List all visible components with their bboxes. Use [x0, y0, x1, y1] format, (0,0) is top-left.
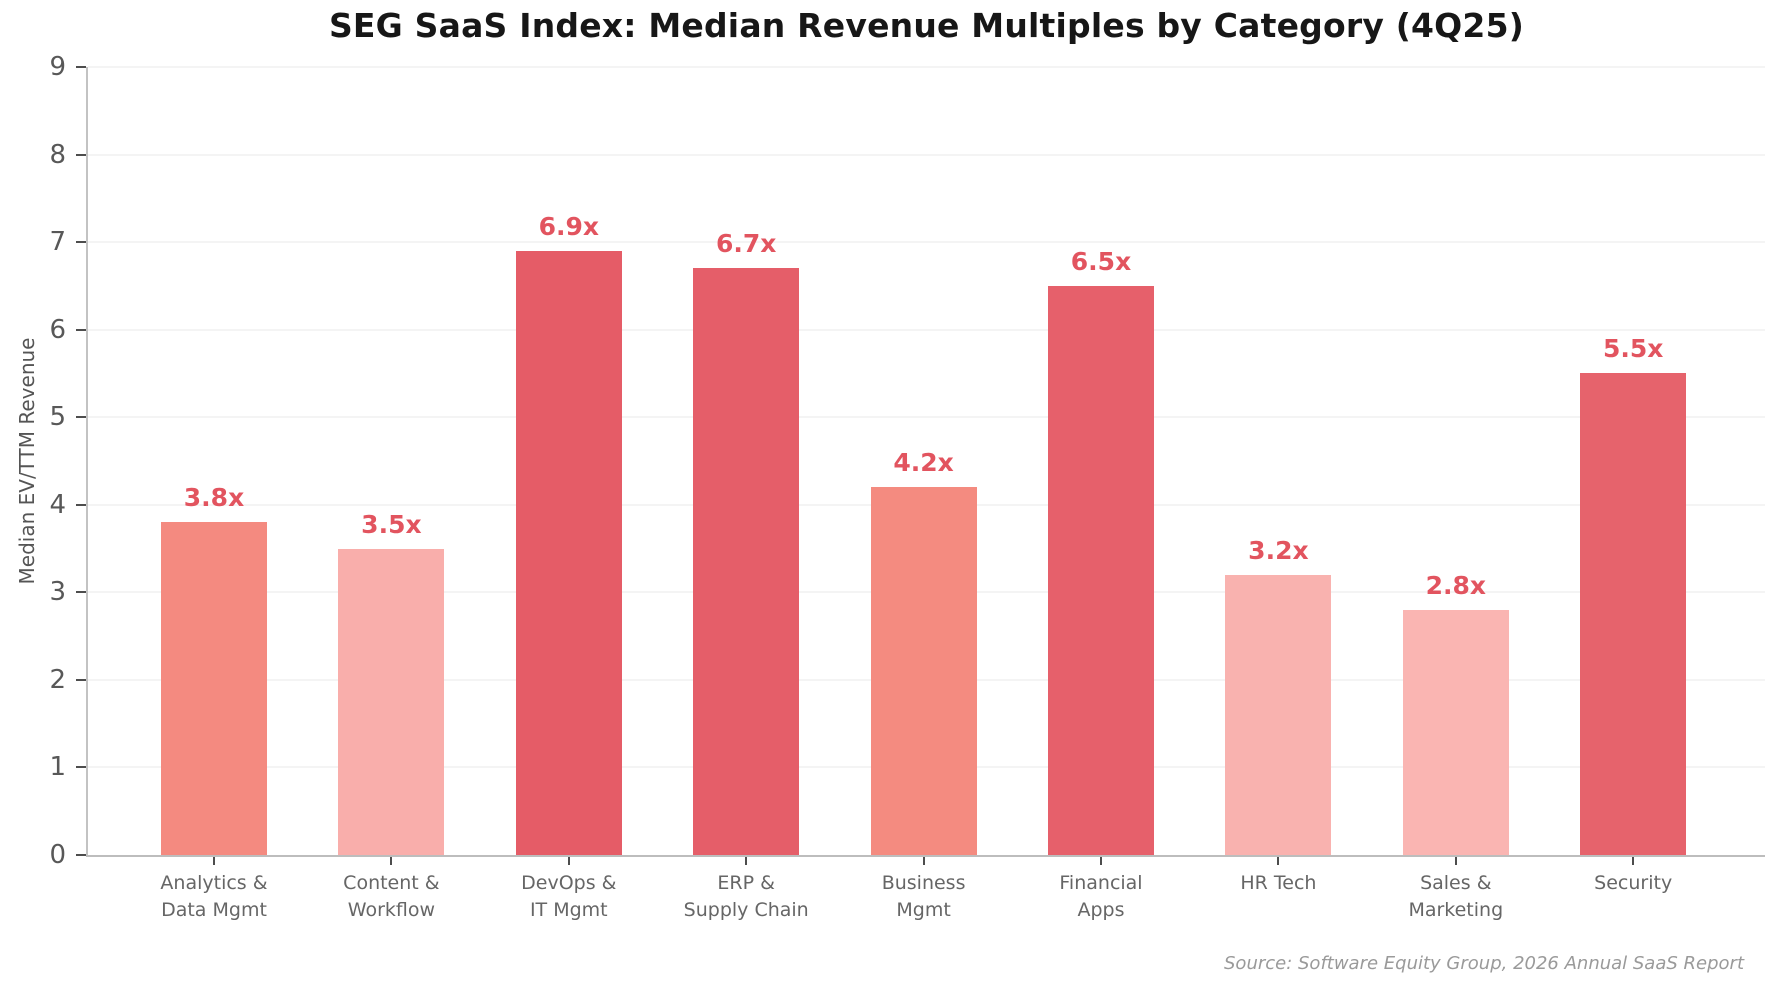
y-tick-label: 7 [49, 227, 66, 258]
x-tick-label: Security [1594, 872, 1673, 894]
x-tick-label: Content & Workflow [343, 872, 440, 921]
x-tick [567, 857, 570, 865]
x-tick-label: HR Tech [1240, 872, 1317, 894]
gridline [88, 241, 1765, 244]
bar [870, 487, 977, 855]
gridline [88, 416, 1765, 419]
x-axis-spine [86, 855, 1765, 857]
x-tick [1277, 857, 1280, 865]
y-tick-label: 2 [49, 664, 66, 695]
y-tick-label: 8 [49, 139, 66, 170]
y-tick-label: 6 [49, 314, 66, 345]
y-tick [76, 503, 86, 506]
gridline [88, 153, 1765, 156]
bar-value-label: 4.2x [893, 448, 954, 478]
x-tick-label: DevOps & IT Mgmt [521, 872, 617, 921]
bar-value-label: 2.8x [1425, 570, 1486, 600]
x-tick-label: Business Mgmt [881, 872, 966, 921]
bar-value-label: 5.5x [1602, 334, 1664, 364]
plot-area: 3.8x 3.5x 6.9x 6.7x 4.2x 6.5x 3.2x 2.8x 5.5x [88, 66, 1765, 855]
x-tick-label: Sales & Marketing [1408, 872, 1504, 921]
x-tick [922, 857, 925, 865]
x-tick [745, 857, 748, 865]
bar [161, 522, 267, 855]
x-tick [390, 857, 393, 865]
gridline [88, 66, 1765, 68]
source-note: Source: Software Equity Group, 2026 Annu… [1224, 953, 1744, 974]
gridline [88, 328, 1765, 331]
x-tick [213, 857, 215, 865]
y-tick [76, 241, 86, 244]
x-tick-label: Analytics & Data Mgmt [160, 872, 268, 921]
y-tick [76, 854, 86, 856]
x-tick [1632, 857, 1635, 865]
bar [1402, 609, 1509, 855]
bar-value-label: 3.2x [1248, 535, 1309, 565]
y-tick [76, 416, 86, 419]
bar [1225, 574, 1332, 855]
y-tick [76, 678, 86, 681]
bar-value-label: 3.8x [183, 483, 245, 513]
y-tick-label: 4 [49, 489, 66, 520]
y-tick [76, 66, 86, 68]
bar [1048, 285, 1154, 855]
bar [693, 268, 800, 855]
bar [1580, 373, 1687, 855]
y-tick [76, 153, 86, 156]
y-tick-label: 0 [49, 840, 66, 870]
y-axis-label: Median EV/TTM Revenue [15, 337, 39, 585]
y-tick-label: 5 [49, 402, 66, 433]
bar [515, 250, 622, 855]
x-tick [1454, 857, 1457, 865]
y-tick [76, 591, 86, 594]
y-tick [76, 766, 86, 769]
x-tick-label: ERP & Supply Chain [683, 872, 809, 921]
chart-title: SEG SaaS Index: Median Revenue Multiples… [328, 6, 1525, 45]
y-tick-label: 1 [49, 752, 66, 783]
y-axis-spine [86, 67, 88, 857]
y-tick-label: 3 [49, 577, 66, 608]
y-tick [76, 328, 86, 331]
x-tick-label: Financial Apps [1059, 872, 1143, 921]
bar [338, 548, 445, 855]
x-tick [1100, 857, 1102, 865]
bar-value-label: 6.5x [1070, 246, 1132, 276]
bar-value-label: 3.5x [361, 509, 422, 539]
y-tick-label: 9 [49, 52, 66, 82]
bar-value-label: 6.7x [715, 229, 777, 259]
bar-value-label: 6.9x [538, 211, 599, 241]
